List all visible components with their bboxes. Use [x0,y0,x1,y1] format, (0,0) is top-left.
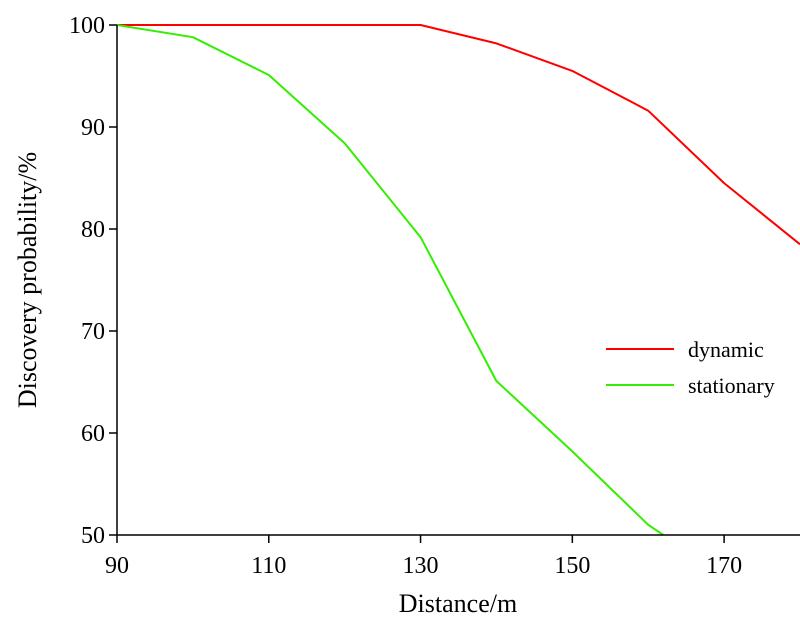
series-line-stationary [116,24,664,536]
y-axis-title: Discovery probability/% [13,152,42,408]
series-line-dynamic [117,24,800,246]
legend-label-dynamic: dynamic [688,337,764,362]
y-tick-label: 90 [81,115,105,141]
x-tick-label: 170 [706,553,742,579]
y-ticks: 50 60 70 80 90 100 [69,13,117,549]
x-tick-label: 90 [105,553,129,579]
y-tick-label: 80 [81,217,105,243]
x-ticks: 90 110 130 150 170 [105,535,742,579]
x-axis-title: Distance/m [399,589,517,618]
y-tick-label: 70 [81,319,105,345]
x-tick-label: 130 [403,553,439,579]
y-tick-label: 50 [81,523,105,549]
x-tick-label: 150 [554,553,590,579]
y-tick-label: 60 [81,421,105,447]
x-tick-label: 110 [251,553,286,579]
y-tick-label: 100 [69,13,105,39]
legend-label-stationary: stationary [688,373,775,398]
plot-area [116,24,800,536]
legend: dynamic stationary [606,337,775,398]
axes [116,25,800,536]
